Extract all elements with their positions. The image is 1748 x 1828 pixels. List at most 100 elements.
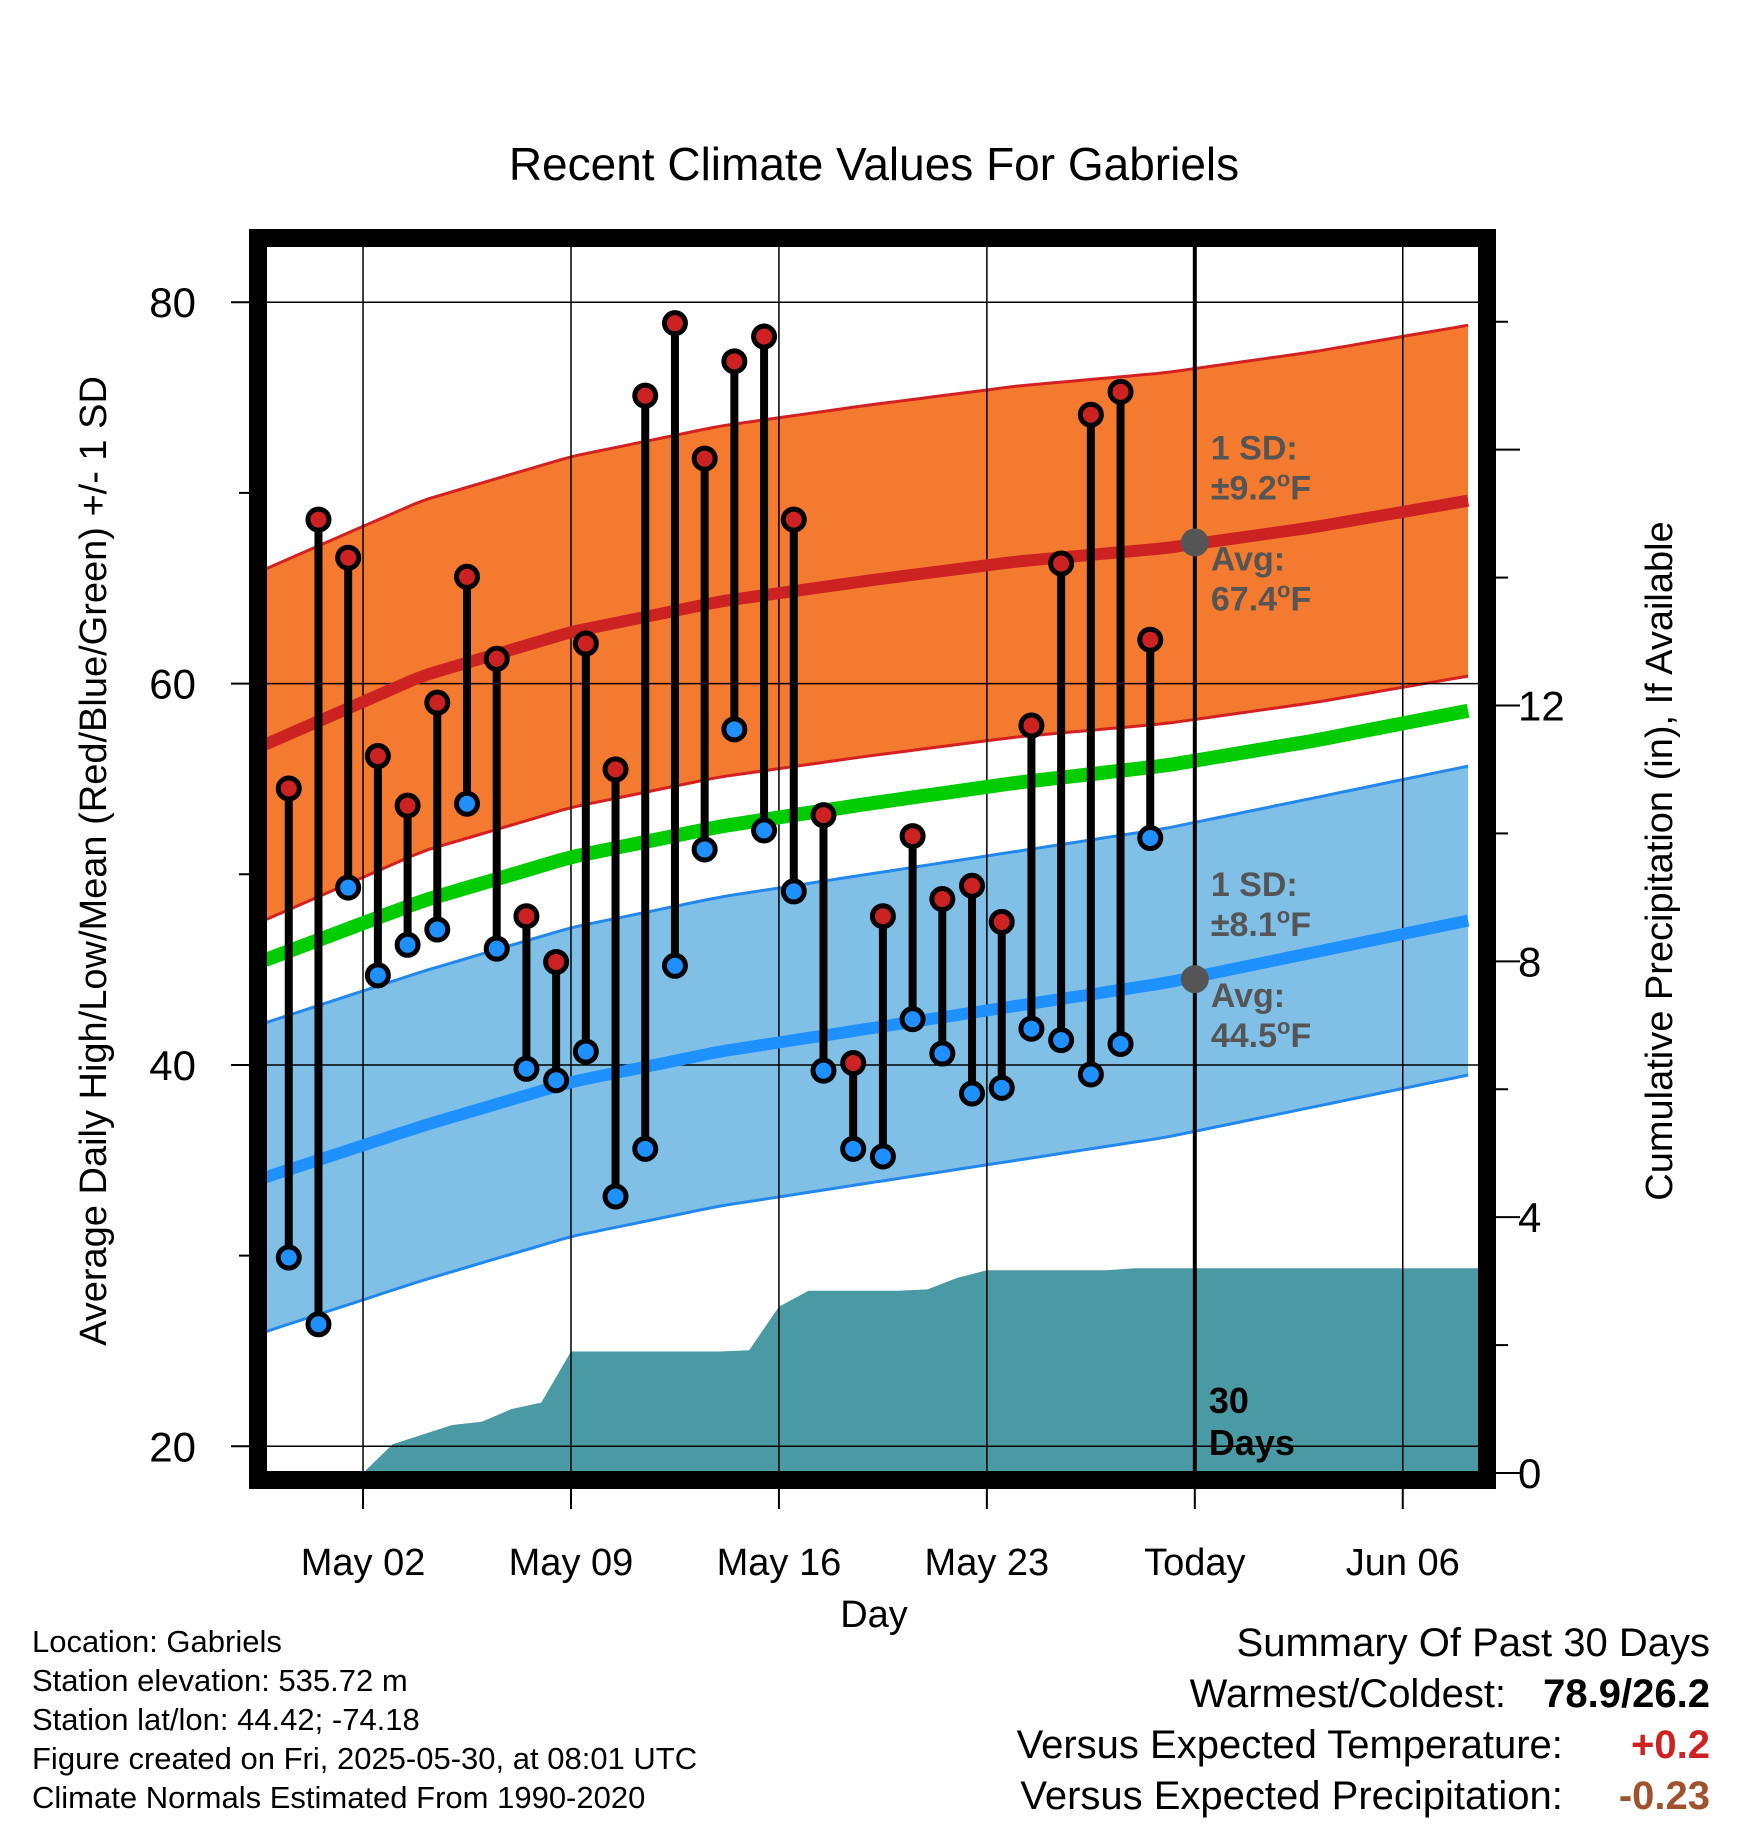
daily-high-point [929, 886, 956, 913]
summary-warm-cold: Warmest/Coldest: 78.9/26.2 [1017, 1669, 1710, 1720]
daily-low-point [1077, 1061, 1104, 1088]
daily-high-point [543, 948, 570, 975]
daily-low-point [543, 1067, 570, 1094]
warm-cold-value: 78.9/26.2 [1543, 1672, 1710, 1716]
chart-title: Recent Climate Values For Gabriels [509, 138, 1239, 190]
x-tick-label: May 02 [301, 1542, 426, 1584]
summary-precip: Versus Expected Precipitation: -0.23 [1017, 1771, 1710, 1822]
precip-area [265, 1268, 1480, 1473]
daily-low-point [959, 1080, 986, 1107]
avg-high-today-marker [1180, 528, 1209, 557]
daily-high-point [1018, 712, 1045, 739]
y2-tick-label: 12 [1518, 683, 1565, 730]
high-avg-annotation: Avg: 67.4oF [1211, 540, 1311, 618]
daily-low-point [572, 1038, 599, 1065]
daily-low-point [305, 1311, 332, 1338]
daily-low-point [751, 817, 778, 844]
x-tick-label: May 16 [717, 1542, 842, 1584]
summary-temp: Versus Expected Temperature: +0.2 [1017, 1720, 1710, 1771]
daily-low-point [780, 878, 807, 905]
daily-high-point [780, 506, 807, 533]
daily-low-point [1048, 1027, 1075, 1054]
daily-low-point [1107, 1030, 1134, 1057]
daily-high-point [1077, 401, 1104, 428]
low-sd-band [265, 766, 1469, 1332]
daily-high-point [810, 802, 837, 829]
daily-low-point [1018, 1015, 1045, 1042]
high-band-lower-edge [265, 674, 1469, 922]
daily-high-point [632, 382, 659, 409]
daily-low-point [661, 952, 688, 979]
daily-high-point [364, 743, 391, 770]
daily-high-point [454, 563, 481, 590]
summary-title: Summary Of Past 30 Days [1236, 1621, 1710, 1665]
plot-frame [249, 229, 1496, 1489]
daily-high-point [275, 775, 302, 802]
temp-value: +0.2 [1631, 1723, 1710, 1767]
plot-area: 1 SD: ±9.2oF Avg: 67.4oF 1 SD: ±8.1oF Avg: 44.5… [149, 229, 1565, 1584]
daily-low-point [840, 1135, 867, 1162]
summary-panel: Summary Of Past 30 Days Warmest/Coldest:… [1017, 1618, 1710, 1822]
y-tick-label: 20 [149, 1423, 196, 1470]
daily-high-point [602, 756, 629, 783]
daily-low-point [275, 1244, 302, 1271]
latlon-text: Station lat/lon: 44.42; -74.18 [32, 1702, 420, 1737]
daily-high-point [721, 348, 748, 375]
plot-inner: 1 SD: ±9.2oF Avg: 67.4oF 1 SD: ±8.1oF Avg: 44.5… [265, 245, 1480, 1473]
daily-low-point [632, 1135, 659, 1162]
high-sd-band [265, 325, 1469, 920]
high-band-upper-edge [265, 323, 1469, 571]
station-info: Location: Gabriels Station elevation: 53… [32, 1622, 697, 1817]
daily-high-point [483, 645, 510, 672]
y2-axis-label: Cumulative Precipitation (in), If Availa… [1639, 521, 1681, 1200]
daily-high-point [661, 310, 688, 337]
temp-label: Versus Expected Temperature: [1016, 1723, 1563, 1767]
daily-high-point [869, 903, 896, 930]
daily-high-point [751, 323, 778, 350]
y2-tick-label: 8 [1518, 938, 1541, 985]
avg-mean-line [265, 703, 1470, 967]
daily-low-point [335, 874, 362, 901]
daily-low-point [454, 790, 481, 817]
daily-high-point [1137, 626, 1164, 653]
x-axis-label: Day [840, 1594, 908, 1636]
low-band-upper-edge [265, 764, 1469, 1025]
avg-low-today-marker [1180, 965, 1209, 994]
low-avg-annotation: Avg: 44.5oF [1211, 977, 1311, 1055]
low-band-lower-edge [265, 1073, 1469, 1334]
y2-tick-label: 0 [1518, 1450, 1541, 1497]
daily-high-point [1048, 550, 1075, 577]
normals-text: Climate Normals Estimated From 1990-2020 [32, 1780, 646, 1815]
created-text: Figure created on Fri, 2025-05-30, at 08… [32, 1741, 698, 1776]
daily-high-point [424, 689, 451, 716]
daily-high-point [305, 506, 332, 533]
x-tick-label: May 09 [509, 1542, 634, 1584]
high-sd-annotation: 1 SD: ±9.2oF [1211, 429, 1311, 507]
daily-high-point [394, 792, 421, 819]
low-sd-annotation: 1 SD: ±8.1oF [1211, 866, 1311, 944]
daily-low-point [394, 931, 421, 958]
x-tick-label: Today [1144, 1542, 1245, 1584]
daily-low-point [424, 916, 451, 943]
precip-value: -0.23 [1618, 1774, 1710, 1818]
daily-low-point [869, 1143, 896, 1170]
precip-label: Versus Expected Precipitation: [1020, 1774, 1563, 1818]
window-days-label: 30 Days [1209, 1380, 1295, 1463]
daily-high-point [513, 903, 540, 930]
x-tick-label: May 23 [925, 1542, 1050, 1584]
daily-low-point [483, 935, 510, 962]
x-tick-label: Jun 06 [1346, 1542, 1460, 1584]
daily-high-point [840, 1050, 867, 1077]
daily-low-point [899, 1006, 926, 1033]
daily-high-point [959, 872, 986, 899]
y-tick-label: 80 [149, 279, 196, 326]
daily-high-point [899, 823, 926, 850]
daily-low-point [1137, 825, 1164, 852]
daily-low-point [513, 1055, 540, 1082]
warm-cold-label: Warmest/Coldest: [1189, 1672, 1507, 1716]
elevation-text: Station elevation: 535.72 m [32, 1663, 408, 1698]
daily-high-point [691, 445, 718, 472]
y-tick-label: 40 [149, 1042, 196, 1089]
daily-high-point [572, 630, 599, 657]
